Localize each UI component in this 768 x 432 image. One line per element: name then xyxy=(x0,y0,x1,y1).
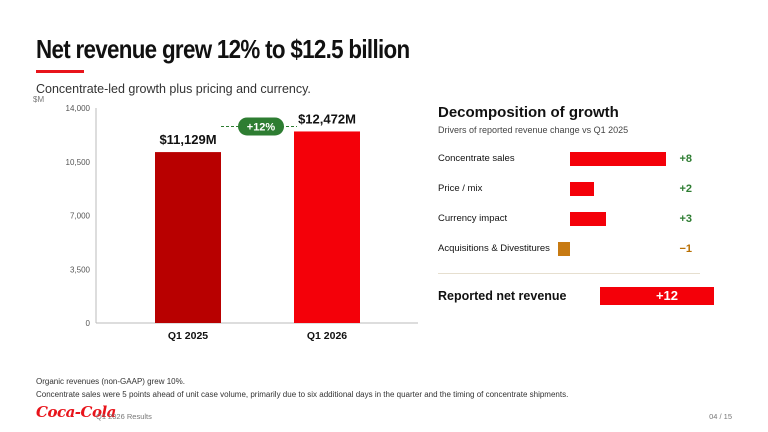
total-bar xyxy=(600,287,714,305)
bar-1 xyxy=(294,131,360,323)
bar-value-label: $11,129M xyxy=(159,132,216,147)
y-tick-label: 14,000 xyxy=(66,104,91,113)
driver-bar xyxy=(570,182,594,196)
y-tick-label: 3,500 xyxy=(70,265,91,274)
decomposition-title: Decomposition of growth xyxy=(438,104,619,121)
driver-value-label: −1 xyxy=(679,243,692,255)
bar-value-label: $12,472M xyxy=(298,111,356,126)
coca-cola-logo: Coca-Cola xyxy=(36,403,116,421)
driver-value-label: +3 xyxy=(679,213,692,225)
driver-label: Acquisitions & Divestitures xyxy=(438,243,550,254)
driver-value-label: +8 xyxy=(679,153,692,165)
x-category-label: Q1 2026 xyxy=(307,330,347,342)
driver-label: Concentrate sales xyxy=(438,153,515,164)
slide-subtitle: Concentrate-led growth plus pricing and … xyxy=(36,82,311,96)
driver-value-label: +2 xyxy=(679,183,692,195)
driver-label: Price / mix xyxy=(438,183,483,194)
y-tick-label: 7,000 xyxy=(70,212,91,221)
x-category-label: Q1 2025 xyxy=(168,330,208,342)
footnote-organic: Organic revenues (non-GAAP) grew 10%. xyxy=(36,377,185,386)
slide-title: Net revenue grew 12% to $12.5 billion xyxy=(36,34,410,64)
footer-document-title: Q1 2026 Results xyxy=(96,412,152,421)
growth-pill-label: +12% xyxy=(247,121,276,133)
total-label: Reported net revenue xyxy=(438,289,567,303)
y-tick-label: 0 xyxy=(86,319,91,328)
page-number: 04 / 15 xyxy=(709,412,732,421)
driver-bar xyxy=(570,152,666,166)
y-tick-label: 10,500 xyxy=(66,158,91,167)
driver-bar xyxy=(558,242,570,256)
bar-0 xyxy=(155,152,221,323)
revenue-bar-chart: $M 0 3,500 7,000 10,500 14,000 Q1 2025 $11,129M… xyxy=(33,95,418,342)
total-value-label: +12 xyxy=(655,288,679,303)
driver-bar xyxy=(570,212,606,226)
decomposition-subtitle: Drivers of reported revenue change vs Q1… xyxy=(438,125,629,135)
decomposition-divider xyxy=(438,273,700,274)
y-axis-unit-label: $M xyxy=(33,95,44,104)
footnote-concentrate: Concentrate sales were 5 points ahead of… xyxy=(36,390,569,399)
driver-label: Currency impact xyxy=(438,213,508,224)
title-accent-rule xyxy=(36,70,84,73)
growth-pill xyxy=(238,117,284,136)
